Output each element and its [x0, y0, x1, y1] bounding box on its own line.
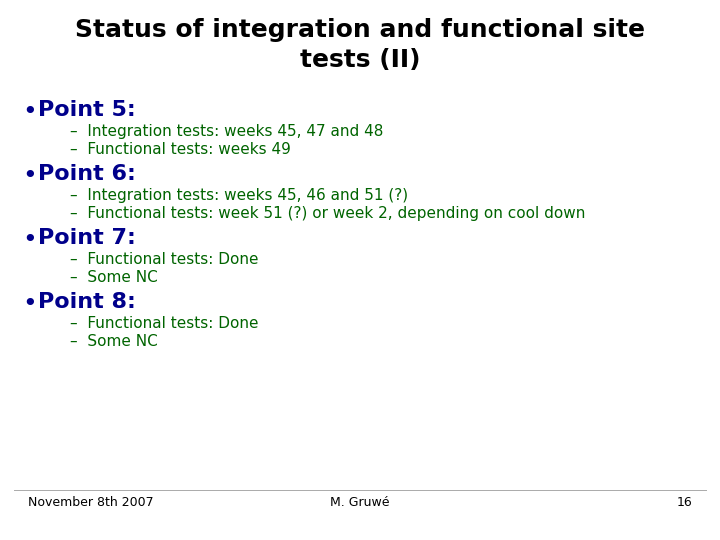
Text: –  Some NC: – Some NC: [70, 270, 158, 285]
Text: –  Functional tests: weeks 49: – Functional tests: weeks 49: [70, 142, 291, 157]
Text: •: •: [22, 292, 37, 316]
Text: •: •: [22, 100, 37, 124]
Text: November 8th 2007: November 8th 2007: [28, 496, 153, 509]
Text: Point 8:: Point 8:: [38, 292, 136, 312]
Text: –  Some NC: – Some NC: [70, 334, 158, 349]
Text: •: •: [22, 164, 37, 188]
Text: M. Gruwé: M. Gruwé: [330, 496, 390, 509]
Text: Point 7:: Point 7:: [38, 228, 136, 248]
Text: tests (II): tests (II): [300, 48, 420, 72]
Text: –  Integration tests: weeks 45, 47 and 48: – Integration tests: weeks 45, 47 and 48: [70, 124, 383, 139]
Text: –  Functional tests: week 51 (?) or week 2, depending on cool down: – Functional tests: week 51 (?) or week …: [70, 206, 585, 221]
Text: Point 5:: Point 5:: [38, 100, 136, 120]
Text: –  Integration tests: weeks 45, 46 and 51 (?): – Integration tests: weeks 45, 46 and 51…: [70, 188, 408, 203]
Text: Status of integration and functional site: Status of integration and functional sit…: [75, 18, 645, 42]
Text: •: •: [22, 228, 37, 252]
Text: –  Functional tests: Done: – Functional tests: Done: [70, 252, 258, 267]
Text: 16: 16: [676, 496, 692, 509]
Text: –  Functional tests: Done: – Functional tests: Done: [70, 316, 258, 331]
Text: Point 6:: Point 6:: [38, 164, 136, 184]
